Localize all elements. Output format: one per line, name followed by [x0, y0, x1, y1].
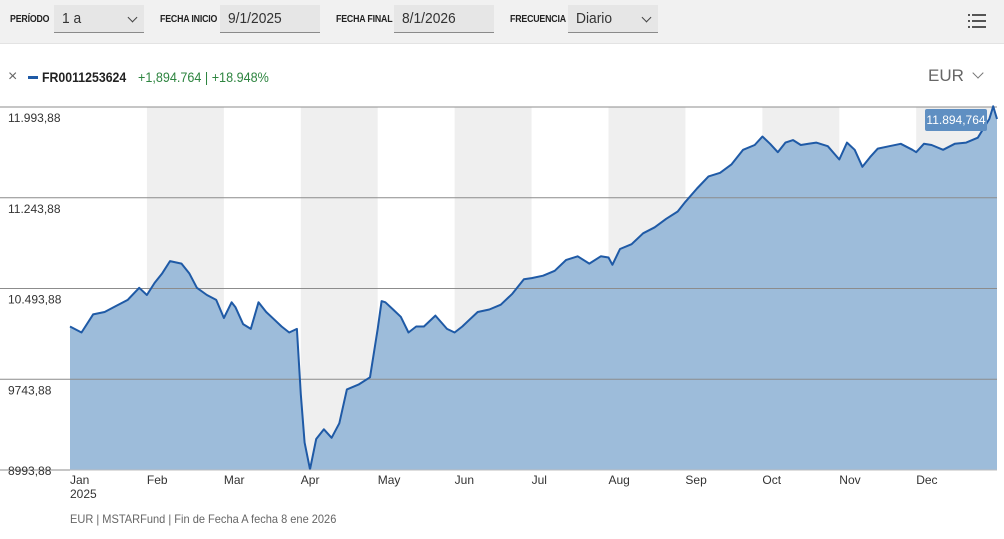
frecuencia-value: Diario	[576, 10, 613, 27]
chevron-down-icon	[127, 12, 138, 23]
change-abs: +1,894.764	[138, 69, 202, 85]
currency-select[interactable]: EUR	[928, 66, 984, 86]
series-change: +1,894.764 | +18.948%	[138, 69, 269, 85]
x-tick-label: Mar	[224, 473, 245, 487]
x-tick-label: Sep	[685, 473, 707, 487]
series-line	[69, 105, 998, 471]
x-tick-label: May	[378, 473, 401, 487]
x-tick-label: Aug	[609, 473, 630, 487]
change-pct: +18.948%	[211, 69, 269, 85]
x-tick-label: Nov	[839, 473, 860, 487]
fecha-inicio-value: 9/1/2025	[228, 10, 282, 27]
series-swatch	[28, 76, 38, 79]
x-tick-label: Jul	[532, 473, 547, 487]
close-icon[interactable]: ×	[8, 68, 18, 85]
x-year-label: 2025	[70, 487, 97, 501]
fecha-inicio-label: FECHA INICIO	[160, 14, 218, 25]
periodo-value: 1 a	[62, 10, 82, 27]
price-chart: 11.993,88 11.243,88 10.493,88 9743,88 8993,8…	[0, 105, 998, 501]
last-value-badge	[925, 108, 987, 131]
chevron-down-icon	[972, 67, 984, 79]
x-tick-label: Oct	[762, 473, 781, 487]
y-tick-label: 9743,88	[8, 383, 52, 397]
chevron-down-icon	[641, 12, 652, 23]
currency-value: EUR	[928, 66, 964, 85]
y-tick-label: 8993,88	[8, 464, 52, 478]
fecha-final-label: FECHA FINAL	[336, 14, 393, 25]
series-name: FR0011253624	[42, 69, 127, 85]
x-tick-label: Dec	[916, 473, 937, 487]
periodo-label: PERÍODO	[10, 14, 50, 25]
fecha-final-input[interactable]: 8/1/2026	[394, 5, 494, 33]
chart-footer: EUR | MSTARFund | Fin de Fecha A fecha 8…	[70, 512, 337, 526]
change-separator: |	[204, 69, 209, 85]
last-value-label: 11.894,764	[926, 113, 985, 127]
periodo-select[interactable]: 1 a	[54, 5, 144, 33]
x-tick-label: Feb	[147, 473, 168, 487]
x-tick-label: Jan	[70, 473, 89, 487]
y-tick-label: 11.243,88	[8, 202, 61, 216]
fecha-final-value: 8/1/2026	[402, 10, 456, 27]
y-tick-label: 10.493,88	[8, 293, 62, 307]
x-tick-label: Jun	[455, 473, 474, 487]
frecuencia-label: FRECUENCIA	[510, 14, 566, 25]
toolbar: PERÍODO 1 a FECHA INICIO 9/1/2025 FECHA …	[0, 0, 1004, 44]
x-tick-label: Apr	[301, 473, 320, 487]
frecuencia-select[interactable]: Diario	[568, 5, 658, 33]
menu-list-icon[interactable]	[968, 14, 986, 30]
y-tick-label: 11.993,88	[8, 111, 61, 125]
fecha-inicio-input[interactable]: 9/1/2025	[220, 5, 320, 33]
